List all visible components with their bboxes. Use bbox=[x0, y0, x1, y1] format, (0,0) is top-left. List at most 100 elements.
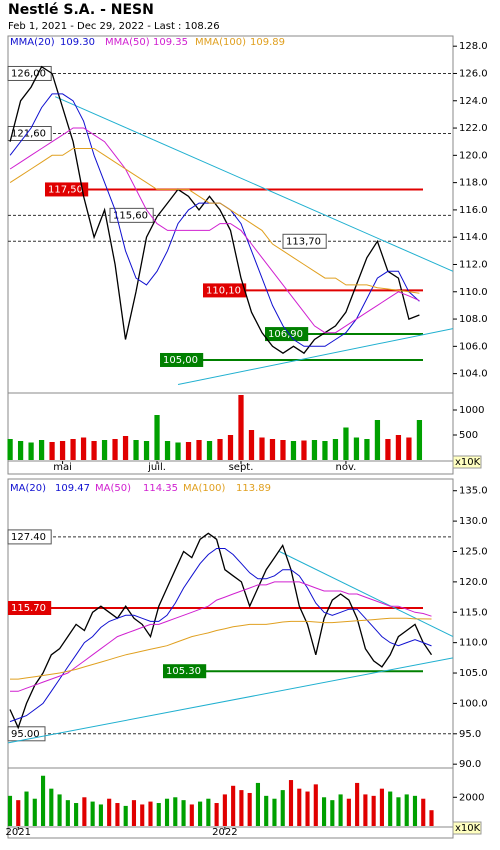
unit-box bbox=[452, 455, 482, 469]
volume-bar bbox=[313, 784, 318, 826]
volume-bar bbox=[272, 798, 277, 826]
x-tick-label: mai bbox=[53, 462, 72, 473]
volume-bar bbox=[214, 803, 219, 826]
trend-line bbox=[279, 551, 454, 638]
volume-bar bbox=[59, 441, 66, 460]
y-tick-label: 90.0 bbox=[459, 759, 481, 770]
volume-bar bbox=[107, 798, 112, 826]
level-label-box bbox=[8, 601, 52, 616]
volume-bar bbox=[7, 795, 13, 826]
legend-label: MA(50) bbox=[95, 483, 131, 494]
x-tick-label: nov. bbox=[336, 462, 357, 473]
volume-bar bbox=[98, 804, 103, 826]
y-tick-label: 116.0 bbox=[459, 205, 488, 216]
ma-line bbox=[10, 617, 432, 680]
volume-bar bbox=[40, 775, 46, 826]
trend-line bbox=[177, 328, 454, 386]
volume-bar bbox=[280, 440, 286, 460]
x-tick-label: 2021 bbox=[6, 827, 31, 838]
panel-frame bbox=[7, 35, 454, 475]
y-tick-label: 114.0 bbox=[459, 232, 488, 243]
volume-bar bbox=[330, 800, 335, 826]
volume-bar bbox=[301, 440, 307, 460]
volume-bar bbox=[388, 791, 393, 826]
volume-bar bbox=[239, 790, 244, 826]
volume-bar bbox=[332, 439, 339, 460]
volume-bar bbox=[259, 437, 265, 460]
volume-bar bbox=[338, 794, 343, 826]
legend-label: MMA(100) bbox=[195, 37, 246, 48]
volume-bar bbox=[288, 780, 294, 826]
volume-bar bbox=[175, 442, 181, 460]
y-tick-label: 100.0 bbox=[459, 698, 488, 709]
volume-bar bbox=[238, 395, 244, 460]
y-tick-label: 128.0 bbox=[459, 41, 488, 52]
legend-label: MMA(20) bbox=[10, 37, 55, 48]
level-label: 106,90 bbox=[268, 329, 303, 340]
y-tick-label: 135.0 bbox=[459, 486, 488, 497]
x-tick-label: 2022 bbox=[212, 827, 237, 838]
volume-bar bbox=[321, 797, 327, 826]
level-label: 121,60 bbox=[11, 129, 46, 140]
volume-bar bbox=[264, 795, 269, 826]
volume-bar bbox=[374, 420, 381, 460]
level-label: 110,10 bbox=[206, 285, 241, 296]
volume-bar bbox=[343, 427, 349, 460]
price-line bbox=[9, 532, 433, 730]
legend-value: 109.30 bbox=[60, 37, 95, 48]
y-tick-label: 126.0 bbox=[459, 68, 488, 79]
x-tick-label: sept. bbox=[229, 462, 254, 473]
volume-bar bbox=[311, 440, 318, 460]
volume-bar bbox=[173, 797, 178, 826]
level-label: 115,60 bbox=[113, 210, 148, 221]
y-tick-label: 112.0 bbox=[459, 259, 488, 270]
level-label-box bbox=[7, 529, 52, 545]
volume-bar bbox=[74, 803, 79, 826]
y-tick-label: 115.0 bbox=[459, 607, 488, 618]
volume-bar bbox=[90, 801, 95, 826]
volume-bar bbox=[156, 803, 161, 826]
volume-tick-label: 2000 bbox=[459, 792, 484, 803]
volume-bar bbox=[123, 805, 128, 826]
volume-bar bbox=[185, 442, 192, 460]
y-tick-label: 124.0 bbox=[459, 96, 488, 107]
volume-tick-label: 1000 bbox=[459, 405, 484, 416]
volume-bar bbox=[416, 420, 423, 460]
y-tick-label: 130.0 bbox=[459, 516, 488, 527]
y-tick-label: 104.0 bbox=[459, 369, 488, 380]
level-label: 105.30 bbox=[166, 666, 201, 677]
volume-bar bbox=[255, 782, 261, 826]
volume-tick-label: 500 bbox=[459, 430, 478, 441]
y-tick-label: 118.0 bbox=[459, 178, 488, 189]
volume-bar bbox=[115, 803, 120, 826]
volume-bar bbox=[189, 804, 194, 826]
legend-label: MA(20) bbox=[10, 483, 46, 494]
volume-bar bbox=[16, 800, 21, 826]
level-label: 115.70 bbox=[11, 603, 46, 614]
level-label-box bbox=[265, 327, 309, 342]
legend-value: 109.47 bbox=[55, 483, 90, 494]
x-tick-label: juil. bbox=[147, 462, 166, 473]
volume-bar bbox=[297, 788, 302, 826]
volume-bar bbox=[406, 437, 412, 460]
volume-bar bbox=[269, 439, 276, 460]
panel-frame bbox=[7, 478, 454, 839]
volume-bar bbox=[17, 441, 24, 460]
volume-bar bbox=[7, 439, 13, 460]
volume-bar bbox=[412, 795, 418, 826]
volume-bar bbox=[91, 441, 97, 460]
volume-bar bbox=[65, 800, 70, 826]
y-tick-label: 108.0 bbox=[459, 314, 488, 325]
volume-bar bbox=[24, 791, 29, 826]
volume-bar bbox=[206, 798, 211, 826]
y-tick-label: 120.0 bbox=[459, 577, 488, 588]
volume-unit: x10K bbox=[455, 823, 481, 834]
y-tick-label: 110.0 bbox=[459, 638, 488, 649]
ma-line bbox=[9, 148, 420, 294]
level-label: 126,00 bbox=[11, 68, 46, 79]
trend-line bbox=[7, 657, 454, 744]
volume-bar bbox=[363, 794, 368, 826]
level-label: 127.40 bbox=[11, 532, 46, 543]
legend-value: 109.35 bbox=[153, 37, 188, 48]
